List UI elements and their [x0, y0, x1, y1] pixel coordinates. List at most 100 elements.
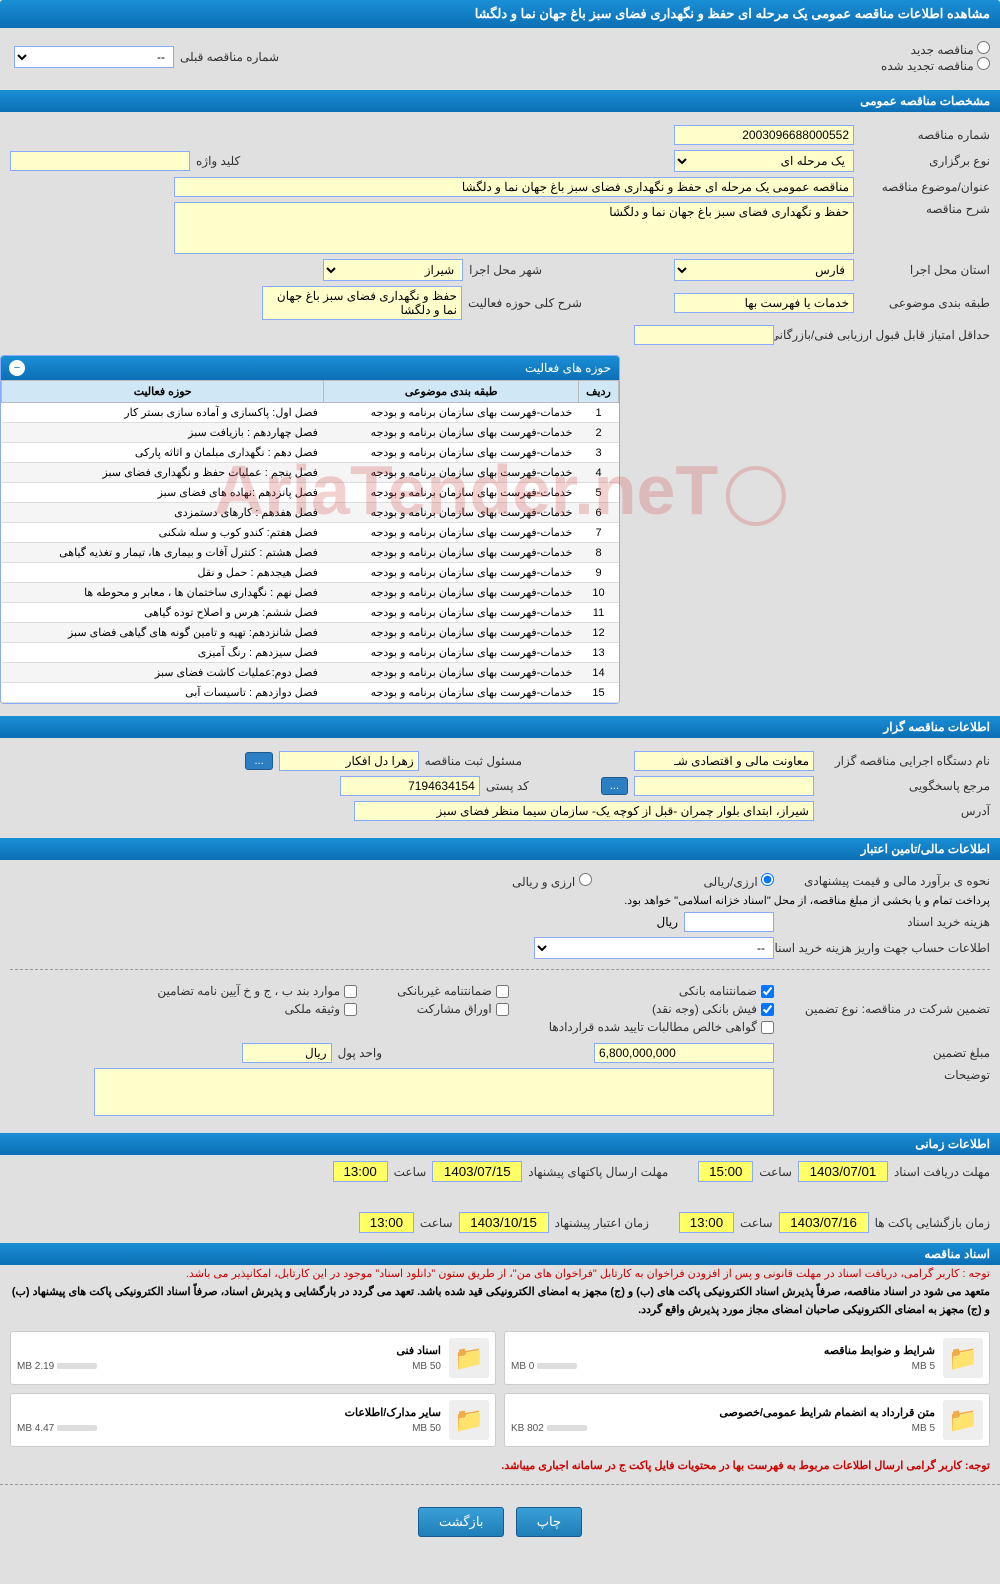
open-date[interactable] — [779, 1212, 869, 1233]
keyword-label: کلید واژه — [196, 154, 240, 168]
doc-card[interactable]: 📁 اسناد فنی 50 MB 2.19 MB — [10, 1331, 496, 1385]
divider — [10, 969, 990, 970]
address-field[interactable] — [354, 801, 814, 821]
payment-note: پرداخت تمام و یا بخشی از مبلغ مناقصه، از… — [624, 894, 990, 907]
packet-send-date[interactable] — [432, 1161, 522, 1182]
address-label: آدرس — [820, 804, 990, 818]
print-button[interactable]: چاپ — [516, 1507, 582, 1537]
footer-buttons: چاپ بازگشت — [0, 1495, 1000, 1549]
chk-bank[interactable] — [761, 985, 774, 998]
doc-card[interactable]: 📁 متن قرارداد به انضمام شرایط عمومی/خصوص… — [504, 1393, 990, 1447]
table-row: 12خدمات-فهرست بهای سازمان برنامه و بودجه… — [2, 623, 619, 643]
amount-field[interactable] — [594, 1043, 774, 1063]
doc-max: 50 MB — [412, 1361, 441, 1372]
account-select[interactable]: -- — [534, 937, 774, 959]
org-field[interactable] — [634, 751, 814, 771]
tender-title-label: عنوان/موضوع مناقصه — [860, 180, 990, 194]
doc-size: 4.47 MB — [17, 1423, 54, 1434]
page-title: مشاهده اطلاعات مناقصه عمومی یک مرحله ای … — [475, 6, 990, 21]
tender-desc-field[interactable]: حفظ و نگهداری فضای سبز باغ جهان نما و دل… — [174, 202, 854, 254]
folder-icon: 📁 — [943, 1400, 983, 1440]
chk-fish[interactable] — [761, 1003, 774, 1016]
chk-clause[interactable] — [344, 985, 357, 998]
responder-label: مرجع پاسخگویی — [820, 779, 990, 793]
doc-card[interactable]: 📁 سایر مدارک/اطلاعات 50 MB 4.47 MB — [10, 1393, 496, 1447]
radio-currency-label[interactable]: ارزی و ریالی — [512, 873, 592, 889]
financial-section: نحوه ی برآورد مالی و قیمت پیشنهادی ارزی/… — [0, 860, 1000, 1129]
open-time[interactable] — [679, 1212, 734, 1233]
category-label: طبقه بندی موضوعی — [860, 296, 990, 310]
rial-unit: ریال — [656, 915, 678, 929]
col-category: طبقه بندی موضوعی — [324, 381, 579, 403]
radio-new[interactable] — [977, 41, 990, 54]
amount-label: مبلغ تضمین — [780, 1046, 990, 1060]
packet-send-label: مهلت ارسال پاکتهای پیشنهاد — [528, 1165, 668, 1179]
guarantee-checkboxes: ضمانتنامه بانکی ضمانتنامه غیربانکی موارد… — [117, 984, 774, 1034]
page-title-bar: مشاهده اطلاعات مناقصه عمومی یک مرحله ای … — [0, 0, 1000, 28]
doc-receive-date[interactable] — [798, 1161, 888, 1182]
organizer-section-header: اطلاعات مناقصه گزار — [0, 716, 1000, 738]
province-select[interactable]: فارس — [674, 259, 854, 281]
registrar-field[interactable] — [279, 751, 419, 771]
col-area: حوزه فعالیت — [2, 381, 324, 403]
guarantee-label: تضمین شرکت در مناقصه: نوع تضمین — [780, 1002, 990, 1016]
notes-label: توضیحات — [780, 1068, 990, 1082]
radio-renewed[interactable] — [977, 57, 990, 70]
category-field[interactable] — [674, 293, 854, 313]
radio-new-label[interactable]: مناقصه جدید — [911, 43, 990, 57]
doc-size: 802 KB — [511, 1423, 544, 1434]
radio-renewed-label[interactable]: مناقصه تجدید شده — [881, 59, 990, 73]
doc-fee-field[interactable] — [684, 912, 774, 932]
validity-time[interactable] — [359, 1212, 414, 1233]
tender-number-field[interactable] — [674, 125, 854, 145]
validity-label: زمان اعتبار پیشنهاد — [555, 1216, 649, 1230]
activity-table: ردیف طبقه بندی موضوعی حوزه فعالیت 1خدمات… — [1, 380, 619, 703]
unit-field[interactable] — [242, 1043, 332, 1063]
table-row: 10خدمات-فهرست بهای سازمان برنامه و بودجه… — [2, 583, 619, 603]
notes-field[interactable] — [94, 1068, 774, 1116]
radio-currency[interactable] — [579, 873, 592, 886]
activity-panel-title: حوزه های فعالیت — [525, 361, 611, 375]
registrar-more-button[interactable]: ... — [245, 752, 272, 770]
radio-rial[interactable] — [761, 873, 774, 886]
activity-desc-field[interactable]: حفظ و نگهداری فضای سبز باغ جهان نما و دل… — [262, 286, 462, 320]
validity-date[interactable] — [459, 1212, 549, 1233]
city-select[interactable]: شیراز — [323, 259, 463, 281]
doc-size: 0 MB — [511, 1361, 534, 1372]
chk-nonbank[interactable] — [496, 985, 509, 998]
open-label: زمان بازگشایی پاکت ها — [875, 1216, 990, 1230]
folder-icon: 📁 — [449, 1338, 489, 1378]
col-row: ردیف — [579, 381, 619, 403]
responder-more-button[interactable]: ... — [601, 777, 628, 795]
keyword-field[interactable] — [10, 151, 190, 171]
table-row: 8خدمات-فهرست بهای سازمان برنامه و بودجهف… — [2, 543, 619, 563]
postal-field[interactable] — [340, 776, 480, 796]
table-row: 13خدمات-فهرست بهای سازمان برنامه و بودجه… — [2, 643, 619, 663]
tender-title-field[interactable] — [174, 177, 854, 197]
radio-rial-label[interactable]: ارزی/ریالی — [704, 873, 774, 889]
financial-section-header: اطلاعات مالی/تامین اعتبار — [0, 838, 1000, 860]
chk-receivables[interactable] — [761, 1021, 774, 1034]
chk-property[interactable] — [344, 1003, 357, 1016]
collapse-icon[interactable]: − — [9, 360, 25, 376]
doc-receive-time[interactable] — [698, 1161, 753, 1182]
back-button[interactable]: بازگشت — [418, 1507, 504, 1537]
schedule-section: مهلت دریافت اسناد ساعت مهلت ارسال پاکتها… — [0, 1155, 1000, 1239]
responder-field[interactable] — [634, 776, 814, 796]
table-row: 3خدمات-فهرست بهای سازمان برنامه و بودجهف… — [2, 443, 619, 463]
org-label: نام دستگاه اجرایی مناقصه گزار — [820, 754, 990, 768]
table-row: 6خدمات-فهرست بهای سازمان برنامه و بودجهف… — [2, 503, 619, 523]
packet-send-time[interactable] — [333, 1161, 388, 1182]
prev-number-box: شماره مناقصه قبلی -- — [10, 42, 283, 72]
documents-section-header: اسناد مناقصه — [0, 1243, 1000, 1265]
table-row: 9خدمات-فهرست بهای سازمان برنامه و بودجهف… — [2, 563, 619, 583]
chk-bonds[interactable] — [496, 1003, 509, 1016]
holding-type-label: نوع برگزاری — [860, 154, 990, 168]
min-score-field[interactable] — [634, 325, 774, 345]
prev-number-select[interactable]: -- — [14, 46, 174, 68]
holding-type-select[interactable]: یک مرحله ای — [674, 150, 854, 172]
doc-card[interactable]: 📁 شرایط و ضوابط مناقصه 5 MB 0 MB — [504, 1331, 990, 1385]
general-section-header: مشخصات مناقصه عمومی — [0, 90, 1000, 112]
registrar-label: مسئول ثبت مناقصه — [425, 754, 522, 768]
table-row: 2خدمات-فهرست بهای سازمان برنامه و بودجهف… — [2, 423, 619, 443]
